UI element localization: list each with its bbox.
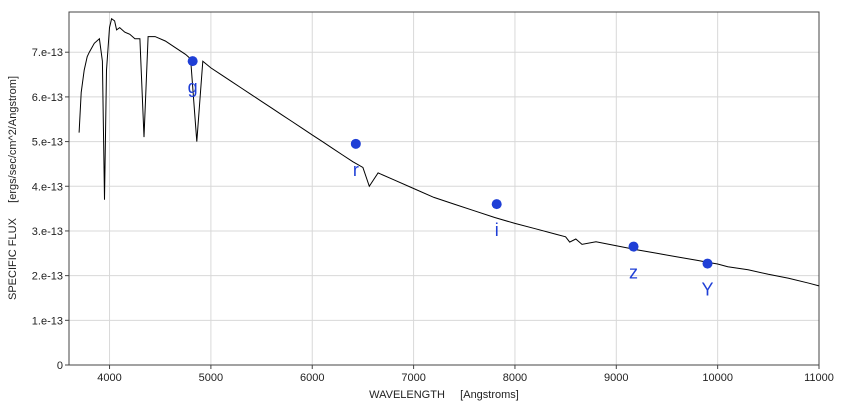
grid-lines xyxy=(69,12,819,365)
band-point-y xyxy=(702,258,713,269)
plot-frame xyxy=(68,11,820,366)
spectrum-line xyxy=(78,17,820,287)
band-label-g: g xyxy=(188,77,198,97)
x-tick-label: 10000 xyxy=(702,372,733,384)
x-tick-label: 7000 xyxy=(401,372,425,384)
y-tick-label: 7.e-13 xyxy=(32,47,63,59)
band-label-y: Y xyxy=(702,280,714,300)
x-tick-label: 5000 xyxy=(199,372,223,384)
x-tick-label: 4000 xyxy=(97,372,121,384)
band-label-i: i xyxy=(495,220,499,240)
band-label-z: z xyxy=(629,263,638,283)
y-tick-label: 4.e-13 xyxy=(32,181,63,193)
y-axis-title: SPECIFIC FLUX [ergs/sec/cm^2/Angstrom] xyxy=(7,76,19,300)
x-axis-title: WAVELENGTH [Angstroms] xyxy=(369,389,519,401)
x-tick-label: 9000 xyxy=(604,372,628,384)
y-tick-label: 5.e-13 xyxy=(32,137,63,149)
x-tick-label: 6000 xyxy=(300,372,324,384)
x-tick-label: 8000 xyxy=(503,372,527,384)
band-point-g xyxy=(187,56,198,67)
y-tick-label: 0 xyxy=(57,360,63,372)
band-point-r xyxy=(350,138,361,149)
y-axis-ticks: 0 1.e-13 2.e-13 3.e-13 4.e-13 5.e-13 6.e-13 7.e… xyxy=(32,47,69,372)
band-label-r: r xyxy=(353,160,359,180)
band-points: g r i z Y xyxy=(187,56,714,300)
x-tick-label: 11000 xyxy=(804,372,834,384)
y-tick-label: 3.e-13 xyxy=(32,226,63,238)
band-point-z xyxy=(628,241,639,252)
y-tick-label: 1.e-13 xyxy=(32,315,63,327)
x-axis-ticks: 4000 5000 6000 7000 8000 9000 10000 11000 xyxy=(97,365,834,384)
y-tick-label: 2.e-13 xyxy=(32,271,63,283)
y-tick-label: 6.e-13 xyxy=(32,92,63,104)
band-point-i xyxy=(491,199,502,210)
